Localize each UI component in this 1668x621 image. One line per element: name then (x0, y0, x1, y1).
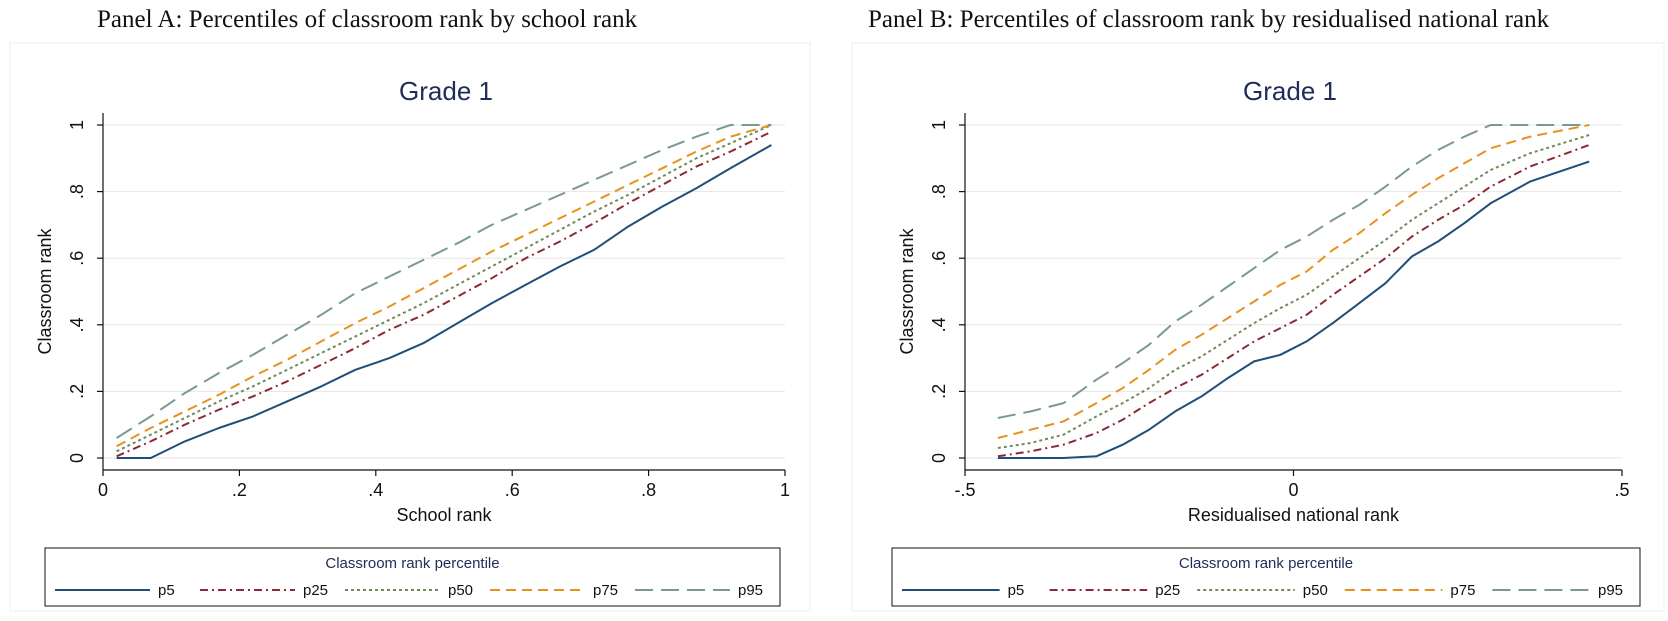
legend-label-p5: p5 (1008, 582, 1025, 599)
x-tick-label: -.5 (954, 480, 975, 500)
series-line-p5 (997, 160, 1590, 459)
legend-label-p25: p25 (303, 582, 328, 599)
legend-label-p75: p75 (1450, 582, 1475, 599)
legend-label-p75: p75 (593, 582, 618, 599)
y-tick-label: .6 (929, 251, 949, 266)
x-tick-label: 0 (98, 480, 108, 500)
series-line-p95 (997, 124, 1590, 419)
legend-label-p5: p5 (158, 582, 175, 599)
series-line-p25 (997, 144, 1590, 458)
y-tick-label: .8 (67, 184, 87, 199)
y-tick-label: .4 (929, 317, 949, 332)
y-tick-label: 0 (67, 453, 87, 463)
y-tick-label: .2 (67, 384, 87, 399)
series-line-p50 (116, 124, 772, 453)
legend-label-p50: p50 (448, 582, 473, 599)
x-tick-label: .5 (1614, 480, 1629, 500)
legend-label-p95: p95 (1598, 582, 1623, 599)
chart-frame (851, 42, 1665, 612)
y-tick-label: 0 (929, 453, 949, 463)
legend: Classroom rank percentile p5 p25 p50 p75 p95 (891, 547, 1641, 607)
x-tick-label: 0 (1288, 480, 1298, 500)
series-line-p95 (116, 124, 772, 439)
series-line-p75 (997, 124, 1590, 439)
y-tick-label: .8 (929, 184, 949, 199)
legend: Classroom rank percentile p5 p25 p50 p75 p95 (44, 547, 781, 607)
chart-b: 0 .2 .4 .6 .8 1 -.5 0 .5 Grade 1 Residualised nati… (851, 42, 1665, 612)
legend-box (891, 547, 1641, 607)
x-tick-label: .6 (505, 480, 520, 500)
y-tick-label: .6 (67, 251, 87, 266)
x-tick-label: .4 (368, 480, 383, 500)
chart-title: Grade 1 (1243, 76, 1337, 106)
series-line-p5 (116, 144, 772, 459)
x-tick-label: .2 (232, 480, 247, 500)
legend-label-p95: p95 (738, 582, 763, 599)
y-tick-label: .4 (67, 317, 87, 332)
y-axis-title: Classroom rank (897, 227, 917, 354)
series-line-p50 (997, 134, 1590, 449)
y-axis-title: Classroom rank (35, 227, 55, 354)
legend-label-p25: p25 (1155, 582, 1180, 599)
y-tick-label: 1 (67, 120, 87, 130)
chart-title: Grade 1 (399, 76, 493, 106)
legend-box (44, 547, 781, 607)
x-tick-label: 1 (780, 480, 790, 500)
legend-title: Classroom rank percentile (325, 555, 499, 572)
x-axis-title: School rank (396, 505, 492, 525)
legend-title: Classroom rank percentile (1179, 555, 1353, 572)
x-axis-title: Residualised national rank (1188, 505, 1400, 525)
series-line-p75 (116, 124, 772, 448)
chart-frame (9, 42, 811, 612)
y-tick-label: .2 (929, 384, 949, 399)
panel-b-heading: Panel B: Percentiles of classroom rank b… (868, 6, 1550, 33)
panel-a-heading: Panel A: Percentiles of classroom rank b… (97, 6, 638, 33)
chart-a: 0 .2 .4 .6 .8 1 0 .2 .4 .6 .8 1 Grade 1 School rank Cl… (9, 42, 811, 612)
legend-label-p50: p50 (1303, 582, 1328, 599)
y-tick-label: 1 (929, 120, 949, 130)
x-tick-label: .8 (641, 480, 656, 500)
